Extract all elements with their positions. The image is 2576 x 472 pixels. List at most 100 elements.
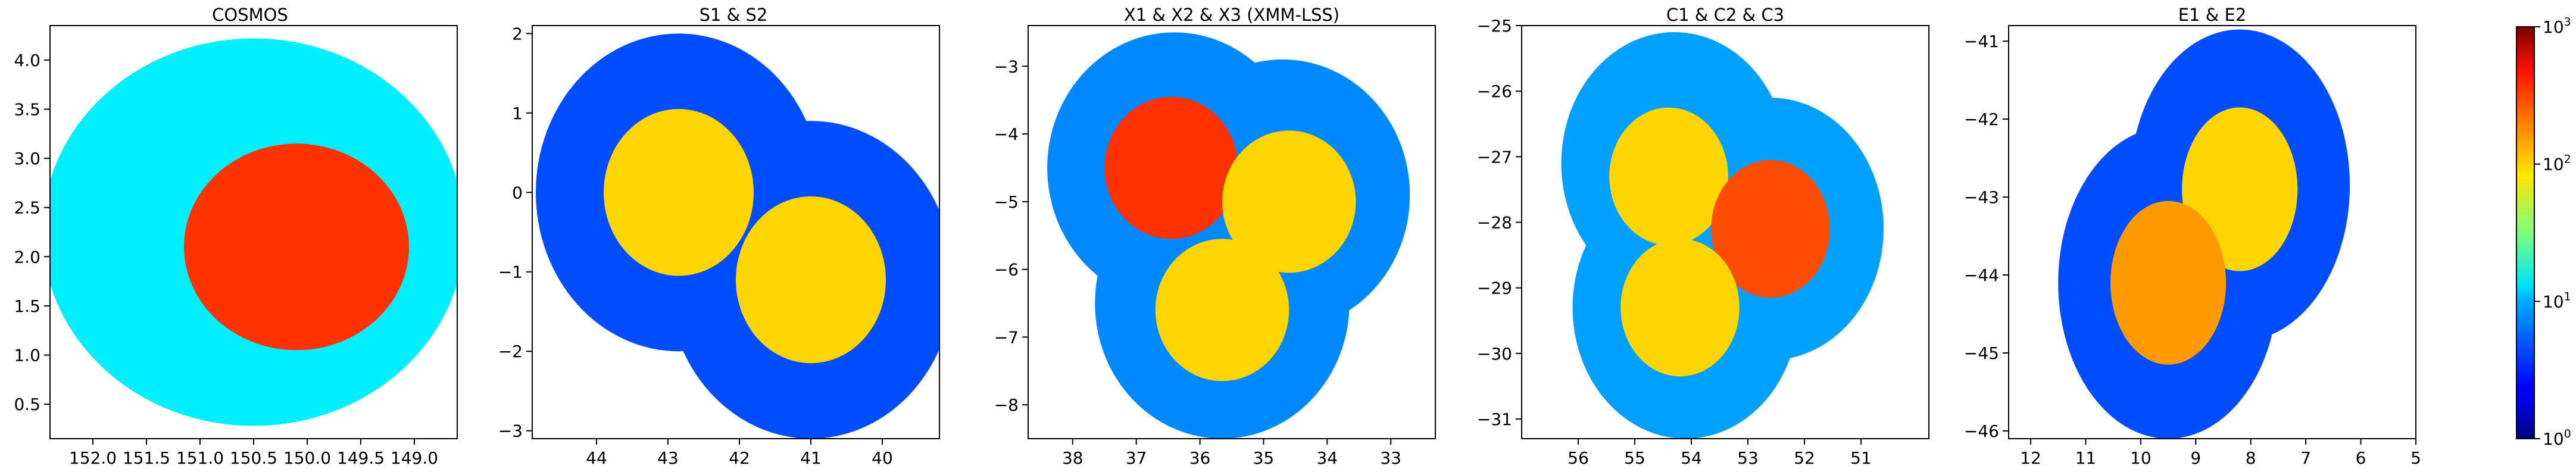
y-tick-label: −8 [994, 395, 1019, 415]
x-tick-label: 12 [2020, 448, 2041, 468]
detector-tiling-region [184, 143, 409, 351]
x-tick-label: 41 [800, 448, 822, 468]
x-tick-label: 54 [1681, 448, 1702, 468]
x-tick-label: 34 [1316, 448, 1338, 468]
footprint-layer [50, 38, 457, 426]
axes-frame [1028, 25, 1436, 439]
panel-e1-e2: E1 & E2 12 11 10 9 8 7 6 5 −46 −45 −44 −43 −42 −41 [1964, 5, 2421, 468]
x-tick-label: 11 [2075, 448, 2097, 468]
x-tick-label: 56 [1568, 448, 1589, 468]
x-tick-label: 6 [2356, 448, 2366, 468]
panel-title: X1 & X2 & X3 (XMM-LSS) [1124, 5, 1339, 25]
axes-frame [1521, 25, 1929, 439]
x-tick-label: 52 [1794, 448, 1815, 468]
y-tick-label: 1.5 [14, 296, 40, 316]
plot-area: 12 11 10 9 8 7 6 5 −46 −45 −44 −43 −42 −41 [1964, 25, 2421, 468]
colorbar-tick-label: 100 [2543, 427, 2571, 449]
x-tick-label: 55 [1624, 448, 1645, 468]
panel-title: COSMOS [212, 5, 288, 25]
x-tick-label: 35 [1253, 448, 1275, 468]
x-tick-label: 43 [657, 448, 679, 468]
y-tick-label: −25 [1477, 16, 1512, 36]
plot-area: 38 37 36 35 34 33 −8 −7 −6 −5 −4 −3 [994, 25, 1436, 468]
x-tick-label: 5 [2410, 448, 2421, 468]
y-tick-label: 3.0 [14, 149, 40, 168]
y-tick-label: −3 [994, 57, 1019, 76]
x-tick-label: 151.0 [176, 448, 224, 468]
footprint-layer [536, 33, 939, 439]
panel-xmm-lss: X1 & X2 & X3 (XMM-LSS) 38 37 36 35 34 33 −8 −7 −… [994, 5, 1436, 468]
panel-title: C1 & C2 & C3 [1666, 5, 1784, 25]
y-tick-label: −41 [1964, 32, 1999, 51]
x-tick-label: 10 [2130, 448, 2152, 468]
plot-area: 152.0 151.5 151.0 150.5 150.0 149.5 149.0 0.5 1.… [14, 25, 458, 468]
plot-area: 56 55 54 53 52 51 −31 −30 −29 −28 −27 −26 −25 [1477, 16, 1929, 468]
y-tick-label: −7 [994, 327, 1019, 347]
y-tick-label: −2 [498, 342, 523, 361]
axes-frame [2008, 25, 2416, 439]
y-tick-label: −5 [994, 192, 1019, 212]
y-tick-label: −44 [1964, 265, 1999, 285]
colorbar-tick-label: 103 [2543, 15, 2571, 37]
footprint-layer [1047, 32, 1410, 439]
footprint-layer [1561, 32, 1884, 439]
y-tick-label: 2.5 [14, 198, 40, 218]
panel-s1-s2: S1 & S2 44 43 42 41 40 −3 −2 −1 0 1 2 [498, 5, 940, 468]
x-tick-label: 152.0 [69, 448, 117, 468]
x-tick-label: 150.5 [230, 448, 277, 468]
panel-title: S1 & S2 [700, 5, 768, 25]
detector-tiling-region [1222, 130, 1356, 273]
detector-tiling-region [1609, 107, 1728, 246]
colorbar-tick-label: 102 [2543, 153, 2571, 174]
x-tick-label: 42 [729, 448, 750, 468]
y-tick-label: −42 [1964, 110, 1999, 129]
detector-tiling-region [604, 109, 754, 276]
colorbar-tick-label: 101 [2543, 290, 2571, 311]
panel-title: E1 & E2 [2178, 5, 2247, 25]
detector-tiling-region [1620, 239, 1740, 377]
x-tick-label: 9 [2190, 448, 2201, 468]
detector-tiling-region [1104, 96, 1238, 239]
x-tick-label: 7 [2300, 448, 2311, 468]
x-tick-label: 37 [1126, 448, 1147, 468]
y-tick-label: −1 [498, 262, 523, 282]
plot-area: 44 43 42 41 40 −3 −2 −1 0 1 2 [498, 24, 940, 468]
detector-tiling-region [736, 196, 886, 364]
detector-tiling-region [2110, 201, 2227, 365]
panel-c1-c2-c3: C1 & C2 & C3 56 55 54 53 52 51 −31 −30 −29 −28 −27… [1477, 5, 1929, 468]
y-tick-label: 4.0 [14, 51, 40, 70]
x-tick-label: 151.5 [123, 448, 170, 468]
colorbar: 100 101 102 103 [2516, 15, 2571, 449]
y-tick-label: −45 [1964, 343, 1999, 363]
y-tick-label: 1.0 [14, 346, 40, 365]
y-tick-label: −4 [994, 124, 1019, 144]
colorbar-ticks: 100 101 102 103 [2534, 15, 2571, 449]
y-tick-label: −27 [1477, 147, 1512, 167]
x-tick-label: 40 [872, 448, 893, 468]
y-tick-label: 0 [512, 183, 523, 202]
y-tick-label: 1 [512, 104, 523, 123]
y-tick-label: −46 [1964, 421, 1999, 441]
y-tick-label: −31 [1477, 410, 1512, 429]
detector-tiling-region [1711, 160, 1830, 298]
colorbar-gradient [2516, 26, 2535, 439]
y-tick-label: −43 [1964, 187, 1999, 207]
footprint-layer [2058, 29, 2350, 439]
y-tick-label: −30 [1477, 344, 1512, 364]
x-tick-label: 44 [586, 448, 607, 468]
y-tick-label: 2 [512, 24, 523, 43]
y-tick-label: 3.5 [14, 99, 40, 119]
x-tick-label: 53 [1737, 448, 1759, 468]
x-tick-label: 38 [1062, 448, 1084, 468]
y-tick-label: −3 [498, 421, 523, 441]
y-tick-label: −6 [994, 260, 1019, 280]
y-tick-label: −26 [1477, 82, 1512, 101]
y-tick-label: 0.5 [14, 395, 40, 414]
panel-cosmos: COSMOS 152.0 151.5 151.0 150.5 150.0 149.5 149… [14, 5, 458, 468]
y-tick-label: −29 [1477, 279, 1512, 298]
x-tick-label: 149.5 [337, 448, 385, 468]
x-tick-label: 8 [2246, 448, 2256, 468]
x-tick-label: 33 [1380, 448, 1401, 468]
x-tick-label: 51 [1850, 448, 1872, 468]
